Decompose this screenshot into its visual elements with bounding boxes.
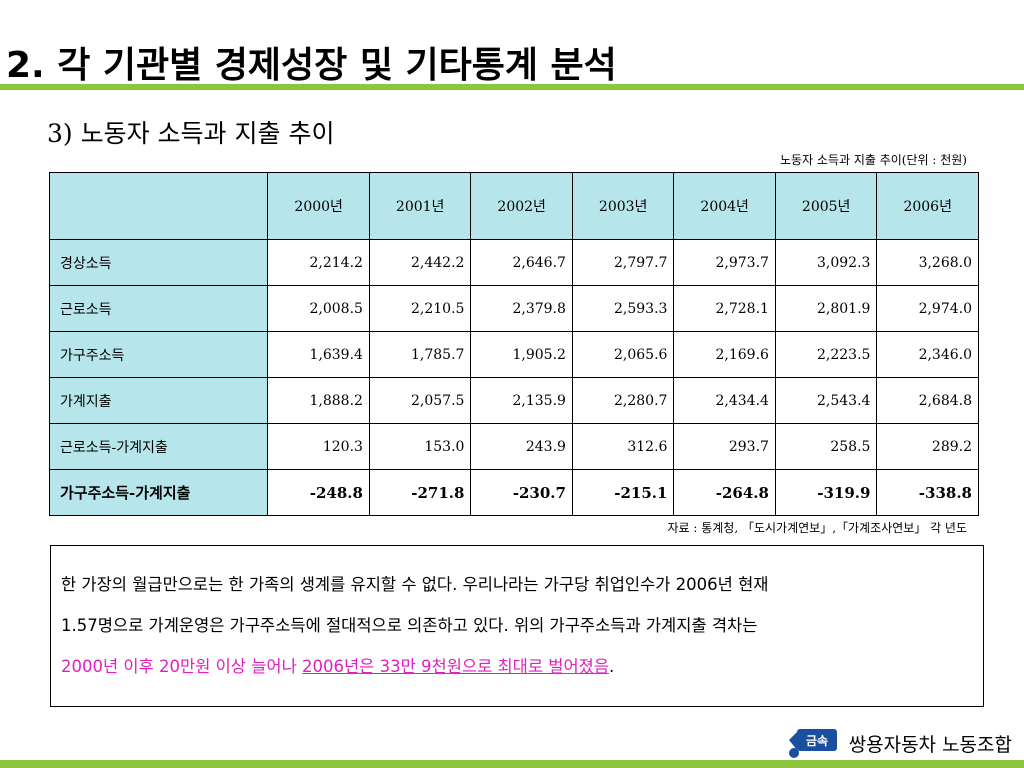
income-expense-table: 2000년 2001년 2002년 2003년 2004년 2005년 2006… bbox=[48, 172, 979, 516]
column-header: 2001년 bbox=[368, 172, 472, 240]
table-cell: 2,974.0 bbox=[876, 285, 979, 332]
footer-divider bbox=[0, 760, 1024, 768]
column-header: 2002년 bbox=[470, 172, 573, 240]
row-label: 경상소득 bbox=[48, 239, 269, 286]
table-cell: 1,639.4 bbox=[267, 331, 370, 378]
table-cell: 120.3 bbox=[267, 423, 370, 470]
table-cell: 2,008.5 bbox=[267, 285, 370, 332]
column-header: 2003년 bbox=[571, 172, 675, 240]
table-source: 자료 : 통계청, 「도시가계연보」,「가계조사연보」 각 년도 bbox=[667, 521, 967, 535]
table-cell: 1,888.2 bbox=[267, 377, 370, 424]
table-cell: -230.7 bbox=[470, 469, 573, 516]
column-header: 2000년 bbox=[267, 172, 370, 240]
table-row: 경상소득 2,214.2 2,442.2 2,646.7 2,797.7 2,973.7 3… bbox=[48, 239, 979, 286]
table-cell: 3,092.3 bbox=[774, 239, 878, 286]
table-cell: 1,905.2 bbox=[470, 331, 573, 378]
table-cell: 293.7 bbox=[673, 423, 776, 470]
note-underlined-highlight: 2006년은 33만 9천원으로 최대로 벌어졌음 bbox=[302, 657, 609, 676]
table-cell: 2,223.5 bbox=[774, 331, 878, 378]
table-row: 가구주소득 1,639.4 1,785.7 1,905.2 2,065.6 2,169.6… bbox=[48, 331, 979, 378]
section-subtitle: 3) 노동자 소득과 지출 추이 bbox=[47, 119, 335, 148]
table-cell: 153.0 bbox=[368, 423, 472, 470]
table-cell: 2,214.2 bbox=[267, 239, 370, 286]
note-line: 2000년 이후 20만원 이상 늘어나 2006년은 33만 9천원으로 최대… bbox=[61, 646, 973, 687]
note-highlight: 2000년 이후 20만원 이상 늘어나 bbox=[61, 657, 303, 676]
table-cell: 2,684.8 bbox=[876, 377, 979, 424]
analysis-note-box: 한 가장의 월급만으로는 한 가족의 생계를 유지할 수 없다. 우리나라는 가… bbox=[50, 545, 984, 707]
row-label: 가계지출 bbox=[48, 377, 269, 424]
table-cell: 2,379.8 bbox=[470, 285, 573, 332]
table-cell: -319.9 bbox=[774, 469, 878, 516]
table-row: 근로소득 2,008.5 2,210.5 2,379.8 2,593.3 2,728.1 2… bbox=[48, 285, 979, 332]
column-header: 2006년 bbox=[876, 172, 979, 240]
note-line: 한 가장의 월급만으로는 한 가족의 생계를 유지할 수 없다. 우리나라는 가… bbox=[61, 575, 769, 594]
table-cell: 2,434.4 bbox=[673, 377, 776, 424]
table-row: 가계지출 1,888.2 2,057.5 2,135.9 2,280.7 2,434.4 2… bbox=[48, 377, 979, 424]
table-cell: 2,442.2 bbox=[368, 239, 472, 286]
table-cell: 2,135.9 bbox=[470, 377, 573, 424]
table-cell: 2,280.7 bbox=[571, 377, 675, 424]
table-cell: 2,797.7 bbox=[571, 239, 675, 286]
row-label: 근로소득 bbox=[48, 285, 269, 332]
table-row: 근로소득-가계지출 120.3 153.0 243.9 312.6 293.7 258.5 2… bbox=[48, 423, 979, 470]
table-cell: 2,057.5 bbox=[368, 377, 472, 424]
union-logo-icon: 금속 bbox=[788, 729, 837, 758]
table-cell: 2,543.4 bbox=[774, 377, 878, 424]
organization-name: 쌍용자동차 노동조합 bbox=[848, 733, 1012, 756]
table-header-row: 2000년 2001년 2002년 2003년 2004년 2005년 2006… bbox=[48, 172, 979, 240]
table-cell: -215.1 bbox=[571, 469, 675, 516]
table-cell: 2,593.3 bbox=[571, 285, 675, 332]
row-label: 근로소득-가계지출 bbox=[48, 423, 269, 470]
table-cell: 1,785.7 bbox=[368, 331, 472, 378]
table-corner-cell bbox=[48, 172, 269, 240]
table-cell: 2,801.9 bbox=[774, 285, 878, 332]
table-cell: -248.8 bbox=[267, 469, 370, 516]
table-row: 가구주소득-가계지출 -248.8 -271.8 -230.7 -215.1 -264.8… bbox=[48, 469, 979, 516]
table-cell: -271.8 bbox=[368, 469, 472, 516]
row-label: 가구주소득 bbox=[48, 331, 269, 378]
column-header: 2004년 bbox=[673, 172, 776, 240]
table-cell: 2,065.6 bbox=[571, 331, 675, 378]
table-cell: 2,973.7 bbox=[673, 239, 776, 286]
logo-text: 금속 bbox=[806, 734, 828, 748]
table-cell: -264.8 bbox=[673, 469, 776, 516]
table-cell: 2,346.0 bbox=[876, 331, 979, 378]
table-cell: 2,728.1 bbox=[673, 285, 776, 332]
table-cell: 3,268.0 bbox=[876, 239, 979, 286]
title-divider bbox=[0, 84, 1024, 90]
table-caption: 노동자 소득과 지출 추이(단위 : 천원) bbox=[779, 153, 967, 167]
table-cell: 243.9 bbox=[470, 423, 573, 470]
table-cell: 258.5 bbox=[774, 423, 878, 470]
table-cell: 289.2 bbox=[876, 423, 979, 470]
note-line: 1.57명으로 가계운영은 가구주소득에 절대적으로 의존하고 있다. 위의 가… bbox=[61, 616, 758, 635]
column-header: 2005년 bbox=[774, 172, 878, 240]
note-period: . bbox=[609, 657, 615, 676]
table-cell: -338.8 bbox=[876, 469, 979, 516]
row-label: 가구주소득-가계지출 bbox=[48, 469, 269, 516]
table-cell: 2,210.5 bbox=[368, 285, 472, 332]
table-cell: 312.6 bbox=[571, 423, 675, 470]
table-cell: 2,646.7 bbox=[470, 239, 573, 286]
slide-title: 2. 각 기관별 경제성장 및 기타통계 분석 bbox=[6, 45, 617, 86]
table-cell: 2,169.6 bbox=[673, 331, 776, 378]
footer: 금속 쌍용자동차 노동조합 bbox=[785, 726, 1012, 760]
